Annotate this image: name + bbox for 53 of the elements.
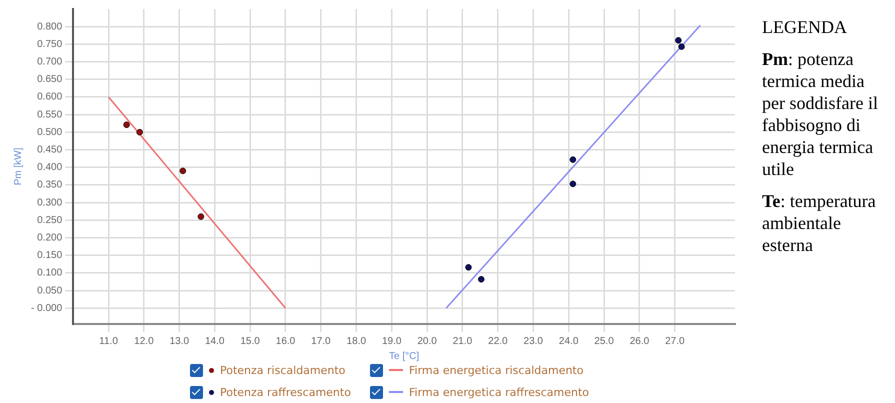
x-tick-label: 20.0 [417, 336, 438, 347]
x-tick-label: 27.0 [665, 336, 685, 347]
x-tick-label: 14.0 [204, 336, 225, 347]
y-tick-label: 0.150 [37, 250, 63, 262]
x-tick-label: 25.0 [594, 336, 614, 347]
y-axis-title: Pm [kW] [12, 147, 24, 186]
legend-label: Potenza raffrescamento [220, 386, 351, 398]
y-tick-label: 0.550 [37, 109, 63, 120]
x-tick-label: 22.0 [488, 336, 508, 347]
y-tick-label: 0.200 [37, 232, 63, 244]
point [198, 213, 204, 220]
y-tick-label: 0.650 [37, 74, 63, 86]
y-tick-label: 0.300 [37, 197, 63, 208]
x-tick-label: 19.0 [382, 336, 402, 347]
legend-label: Firma energetica raffrescamento [409, 386, 590, 398]
x-tick-label: 12.0 [134, 336, 154, 347]
x-tick-label: 21.0 [452, 336, 473, 347]
point [136, 128, 143, 136]
y-tick-label: 0.500 [37, 126, 63, 138]
point [675, 37, 682, 44]
y-tick-label: 0.800 [37, 21, 63, 32]
x-tick-label: 11.0 [99, 336, 118, 347]
x-tick-label: 15.0 [240, 336, 260, 347]
text: Te: temperatura ambientale esterna [762, 190, 877, 256]
x-axis-title: Te [°C] [389, 350, 420, 362]
text: LEGENDA [762, 16, 848, 38]
x-tick-label: 24.0 [558, 336, 579, 347]
point [180, 168, 186, 174]
x-tick-label: 13.0 [170, 336, 190, 347]
x-tick-label: 16.0 [276, 336, 296, 347]
y-tick-label: - 0.000 [30, 302, 63, 314]
x-tick-label: 26.0 [630, 336, 650, 347]
y-tick-label: 0.450 [37, 144, 63, 156]
y-tick-label: 0.250 [37, 214, 63, 226]
point [123, 122, 130, 128]
point [570, 156, 576, 163]
y-tick-label: 0.600 [37, 92, 63, 103]
y-tick-label: 0.750 [37, 38, 63, 50]
y-tick-label: 0.100 [37, 268, 63, 279]
text: Pm: potenza termica media per soddisfare il fabbisogno di energia termica utile [762, 48, 879, 180]
y-tick-label: 0.050 [37, 285, 63, 296]
x-tick-label: 17.0 [311, 336, 332, 347]
legend-label: Potenza riscaldamento [220, 364, 346, 376]
x-tick-label: 23.0 [524, 336, 544, 347]
y-tick-label: 0.350 [37, 180, 63, 191]
point [570, 180, 576, 188]
y-tick-label: 0.700 [37, 56, 63, 68]
legend-label: Firma energetica riscaldamento [409, 364, 584, 376]
point [478, 276, 484, 283]
point [465, 264, 472, 271]
point [678, 43, 685, 50]
x-tick-label: 18.0 [346, 336, 366, 347]
y-tick-label: 0.400 [37, 162, 63, 174]
